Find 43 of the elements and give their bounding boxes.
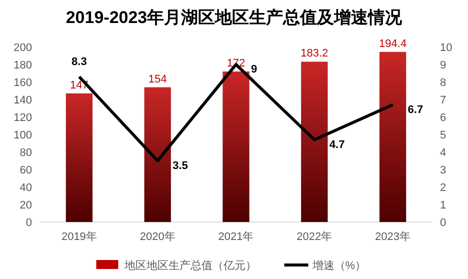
bar bbox=[66, 93, 93, 222]
bar bbox=[379, 52, 406, 222]
y-tick-label: 140 bbox=[14, 94, 32, 106]
y2-tick-label: 3 bbox=[440, 164, 446, 176]
data-label: 8.3 bbox=[72, 56, 87, 68]
legend-label: 增速（%） bbox=[311, 259, 366, 272]
y2-tick-label: 1 bbox=[440, 200, 446, 212]
y-tick-label: 200 bbox=[14, 42, 32, 54]
y-tick-label: 0 bbox=[26, 217, 32, 229]
y-tick-label: 20 bbox=[20, 200, 32, 212]
bar bbox=[144, 87, 171, 222]
y-tick-label: 40 bbox=[20, 182, 32, 194]
y2-tick-label: 9 bbox=[440, 60, 446, 72]
y2-tick-label: 0 bbox=[440, 217, 446, 229]
x-tick-label: 2019年 bbox=[61, 231, 97, 243]
data-label: 4.7 bbox=[329, 138, 345, 151]
data-label: 154 bbox=[148, 73, 167, 86]
y-tick-label: 100 bbox=[14, 130, 32, 142]
y2-tick-label: 10 bbox=[440, 42, 452, 54]
y-tick-label: 180 bbox=[14, 60, 32, 72]
y2-tick-label: 8 bbox=[440, 77, 446, 89]
y-tick-label: 120 bbox=[14, 112, 32, 124]
x-tick-label: 2021年 bbox=[218, 231, 254, 243]
x-tick-label: 2022年 bbox=[296, 231, 332, 243]
x-tick-label: 2020年 bbox=[140, 231, 176, 243]
data-label: 183.2 bbox=[300, 48, 328, 60]
data-label: 9 bbox=[251, 64, 258, 76]
y2-tick-label: 2 bbox=[440, 182, 446, 194]
data-label: 6.7 bbox=[408, 104, 424, 116]
chart-title: 2019-2023年月湖区地区生产总值及增速情况 bbox=[66, 8, 404, 27]
y-tick-label: 160 bbox=[14, 77, 32, 89]
bar bbox=[301, 62, 328, 222]
y2-tick-label: 5 bbox=[440, 130, 446, 142]
y2-tick-label: 7 bbox=[440, 94, 446, 106]
data-label: 3.5 bbox=[172, 160, 188, 172]
y-tick-label: 80 bbox=[20, 147, 32, 159]
y-tick-label: 60 bbox=[20, 164, 32, 176]
legend-label: 地区地区生产总值（亿元） bbox=[123, 259, 256, 272]
x-tick-label: 2023年 bbox=[375, 231, 411, 243]
y2-tick-label: 4 bbox=[440, 147, 446, 159]
y2-tick-label: 6 bbox=[440, 112, 446, 124]
bar bbox=[222, 72, 250, 222]
data-label: 194.4 bbox=[379, 38, 407, 50]
